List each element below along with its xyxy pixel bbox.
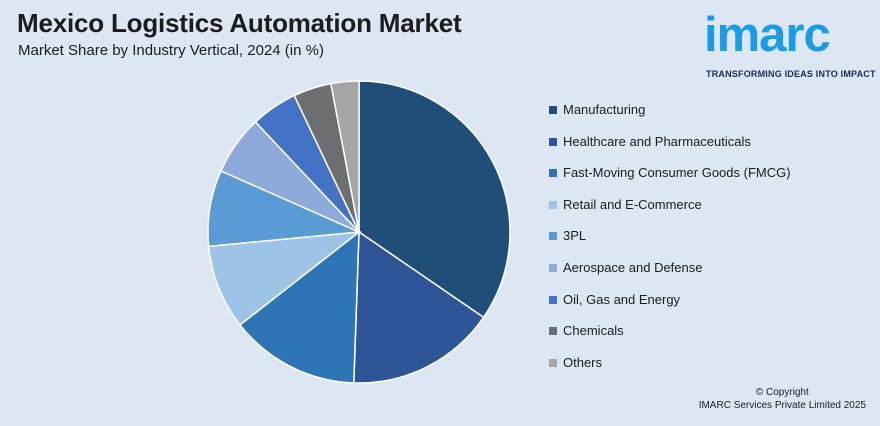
pie-slice-fast-moving-consumer-goods-fmcg bbox=[238, 230, 360, 384]
pie-slice-healthcare-and-pharmaceuticals bbox=[353, 230, 485, 384]
legend-swatch bbox=[549, 232, 557, 241]
legend-item: Chemicals bbox=[549, 322, 791, 354]
legend-swatch bbox=[549, 106, 557, 114]
legend-swatch bbox=[549, 263, 557, 272]
logo-wordmark: imarc bbox=[704, 8, 831, 62]
logo-tagline: TRANSFORMING IDEAS INTO IMPACT bbox=[706, 69, 876, 79]
legend-label: Healthcare and Pharmaceuticals bbox=[563, 133, 751, 149]
legend-item: Aerospace and Defense bbox=[549, 259, 791, 291]
legend-label: Oil, Gas and Energy bbox=[563, 291, 681, 307]
legend-swatch bbox=[549, 200, 557, 209]
legend-label: Retail and E-Commerce bbox=[563, 196, 702, 212]
chart-title: Mexico Logistics Automation Market bbox=[17, 8, 462, 38]
legend-label: Chemicals bbox=[563, 323, 624, 339]
legend-label: 3PL bbox=[563, 228, 587, 244]
legend-swatch bbox=[549, 295, 557, 304]
legend-swatch bbox=[549, 169, 557, 178]
copyright-line-2: IMARC Services Private Limited 2025 bbox=[698, 400, 866, 411]
legend-item: Healthcare and Pharmaceuticals bbox=[549, 133, 791, 165]
legend-item: Fast-Moving Consumer Goods (FMCG) bbox=[549, 164, 791, 196]
copyright-line-1: © Copyright bbox=[755, 387, 809, 398]
legend-swatch bbox=[549, 358, 557, 367]
legend-item: Manufacturing bbox=[549, 101, 791, 133]
legend-label: Aerospace and Defense bbox=[563, 259, 703, 275]
chart-legend: Manufacturing Healthcare and Pharmaceutic… bbox=[549, 101, 791, 385]
imarc-logo: imarc TRANSFORMING IDEAS INTO IMPACT bbox=[700, 2, 875, 84]
copyright-notice: © Copyright IMARC Services Private Limit… bbox=[699, 386, 866, 412]
legend-swatch bbox=[549, 327, 557, 336]
legend-label: Manufacturing bbox=[563, 102, 646, 117]
legend-item: 3PL bbox=[549, 227, 791, 259]
pie-slice-others bbox=[330, 80, 360, 233]
legend-item: Retail and E-Commerce bbox=[549, 196, 791, 228]
pie-slice-retail-and-e-commerce bbox=[207, 231, 362, 326]
legend-swatch bbox=[549, 137, 557, 146]
legend-item: Oil, Gas and Energy bbox=[549, 291, 791, 323]
chart-subtitle: Market Share by Industry Vertical, 2024 … bbox=[18, 42, 324, 59]
pie-chart bbox=[207, 80, 511, 384]
legend-label: Fast-Moving Consumer Goods (FMCG) bbox=[563, 165, 791, 181]
legend-item: Others bbox=[549, 354, 791, 386]
pie-slice-manufacturing bbox=[358, 80, 511, 319]
legend-label: Others bbox=[563, 354, 603, 370]
